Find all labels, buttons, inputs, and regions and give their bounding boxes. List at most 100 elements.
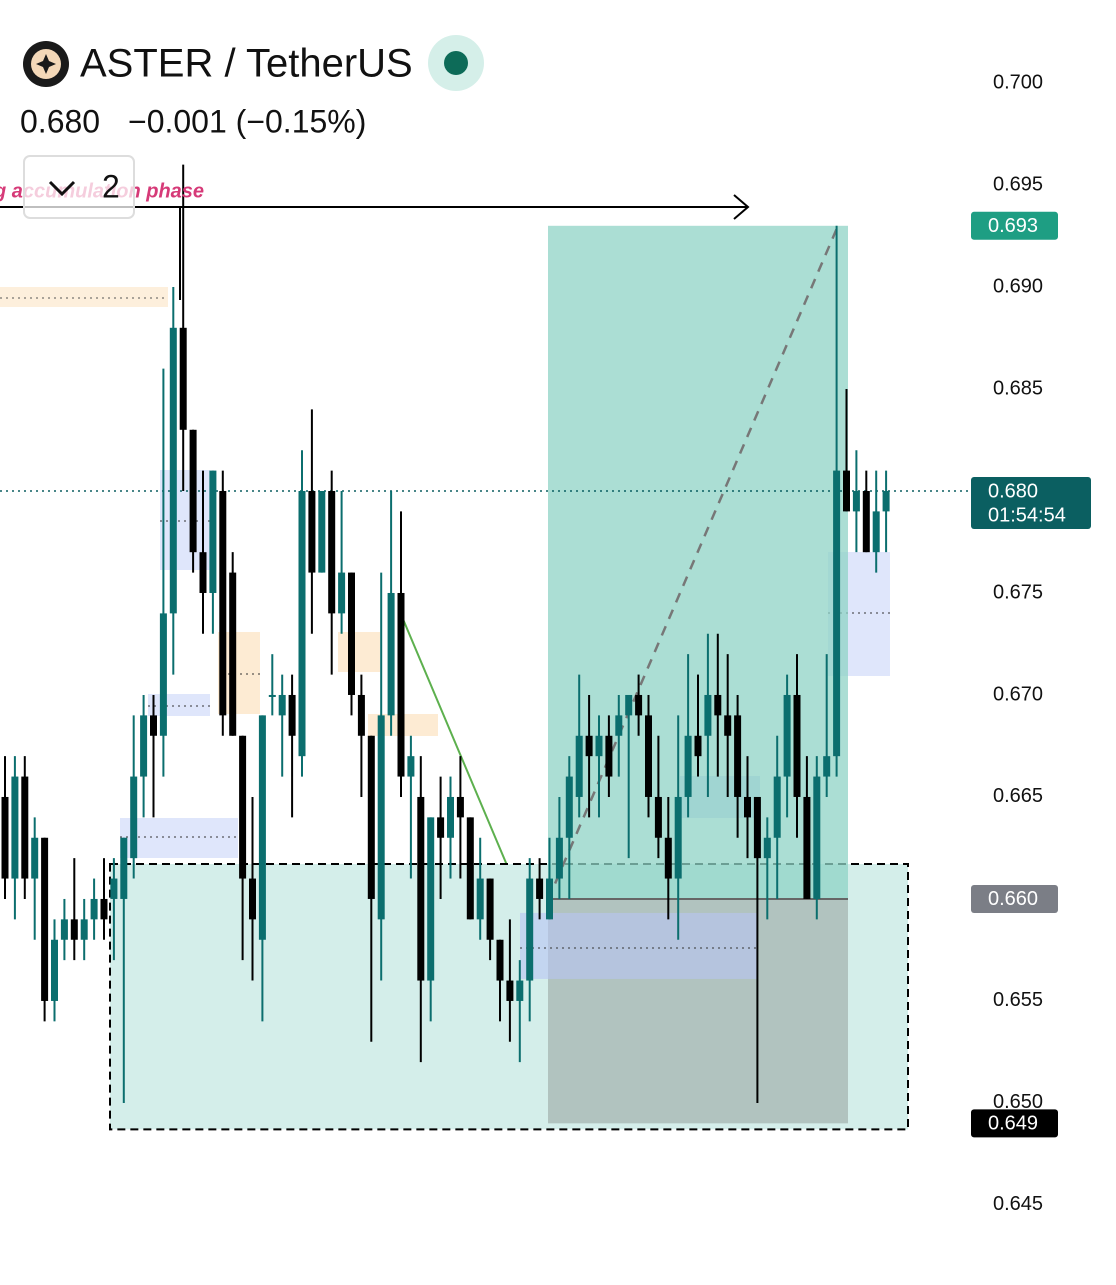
y-tick-label: 0.700 xyxy=(993,71,1043,93)
candle-body xyxy=(140,715,148,777)
candle-body xyxy=(130,776,138,859)
zone xyxy=(0,287,168,307)
candle-body xyxy=(694,735,702,757)
candle-body xyxy=(744,796,751,818)
drawing-layer xyxy=(0,194,970,1131)
candle-body xyxy=(397,592,405,777)
candle-body xyxy=(456,796,464,818)
candle-body xyxy=(199,552,207,593)
candle-body xyxy=(357,694,365,736)
arrow-head xyxy=(733,194,750,220)
dropdown-chevron[interactable] xyxy=(48,180,76,197)
y-tick-label: 0.655 xyxy=(993,989,1043,1011)
price-label-bg xyxy=(971,1109,1058,1138)
candle-body xyxy=(169,327,177,614)
zone xyxy=(338,632,380,672)
candle-body xyxy=(516,980,524,1001)
candle-body xyxy=(536,878,544,899)
interval-dropdown[interactable] xyxy=(23,155,135,219)
candle-body xyxy=(546,878,553,920)
trend-line xyxy=(399,611,521,897)
candle-body xyxy=(833,470,841,757)
candle-body xyxy=(605,735,613,777)
candle-body xyxy=(823,756,831,777)
candle-body xyxy=(595,735,603,757)
candle-body xyxy=(437,817,445,838)
y-tick-label: 0.690 xyxy=(993,275,1043,297)
projection xyxy=(546,225,840,901)
candle-body xyxy=(387,592,395,716)
candle-body xyxy=(674,796,682,879)
zone xyxy=(120,818,238,858)
candle-body xyxy=(70,919,78,940)
candle-body xyxy=(377,715,385,920)
candle-body xyxy=(882,490,890,512)
candle-body xyxy=(625,694,633,716)
y-tick-label: 0.675 xyxy=(993,581,1043,603)
candle-body xyxy=(308,490,316,573)
candle-body xyxy=(80,919,88,940)
candle-body xyxy=(60,919,68,940)
candle-body xyxy=(506,980,514,1001)
candle-body xyxy=(734,715,742,797)
candle-body xyxy=(51,939,58,1001)
candle-body xyxy=(417,796,425,981)
price-label-bg xyxy=(971,211,1058,240)
price-label-bg xyxy=(971,476,1091,529)
candle-body xyxy=(635,694,643,716)
candle-body xyxy=(466,817,474,920)
candle-body xyxy=(239,735,247,879)
price-change: −0.001 (−0.15%) xyxy=(128,103,366,139)
y-tick-label: 0.685 xyxy=(993,377,1043,399)
zone xyxy=(148,694,210,716)
interval-count[interactable]: 2 xyxy=(102,168,120,204)
candle-body xyxy=(783,694,791,777)
candle-body xyxy=(714,694,722,716)
y-tick-label: 0.645 xyxy=(993,1193,1043,1215)
candle-body xyxy=(120,837,128,899)
candle-body xyxy=(872,511,880,553)
candle-body xyxy=(179,327,187,430)
candle-body xyxy=(288,694,296,736)
candle-body xyxy=(615,715,623,736)
candle-body xyxy=(565,776,573,838)
price-label: 0.693 xyxy=(988,215,1038,237)
candle-body xyxy=(852,490,860,512)
candle-body xyxy=(367,735,375,899)
candle-body xyxy=(189,429,197,553)
candle-body xyxy=(407,756,415,777)
countdown: 01:54:54 xyxy=(988,504,1066,526)
y-tick-label: 0.650 xyxy=(993,1091,1043,1113)
candle-body xyxy=(803,796,811,899)
y-tick-label: 0.665 xyxy=(993,785,1043,807)
candle-body xyxy=(21,776,29,879)
candle-body xyxy=(348,572,355,695)
candle-body xyxy=(476,878,484,920)
candle-body xyxy=(150,715,157,736)
candle-body xyxy=(110,878,118,899)
candle-body xyxy=(159,613,167,736)
last-price: 0.680 xyxy=(20,103,100,139)
candle-body xyxy=(318,490,326,573)
candle-body xyxy=(575,735,583,797)
candle-body xyxy=(229,572,237,736)
y-tick-label: 0.695 xyxy=(993,173,1043,195)
candle-body xyxy=(704,694,712,736)
candle-body xyxy=(41,837,49,1001)
candle-body xyxy=(654,796,662,838)
candle-body xyxy=(585,735,593,757)
candles xyxy=(1,164,890,1103)
candle-body xyxy=(249,878,256,920)
candle-body xyxy=(447,796,454,838)
candle-body xyxy=(684,735,692,797)
candle-body xyxy=(258,715,266,940)
candle-body xyxy=(843,470,850,512)
candle-body xyxy=(1,796,9,879)
candle-body xyxy=(298,490,306,757)
candle-body xyxy=(219,490,227,716)
candle-body xyxy=(100,898,108,920)
candle-body xyxy=(90,898,98,920)
candle-body xyxy=(813,776,821,899)
candle-body xyxy=(486,878,494,940)
